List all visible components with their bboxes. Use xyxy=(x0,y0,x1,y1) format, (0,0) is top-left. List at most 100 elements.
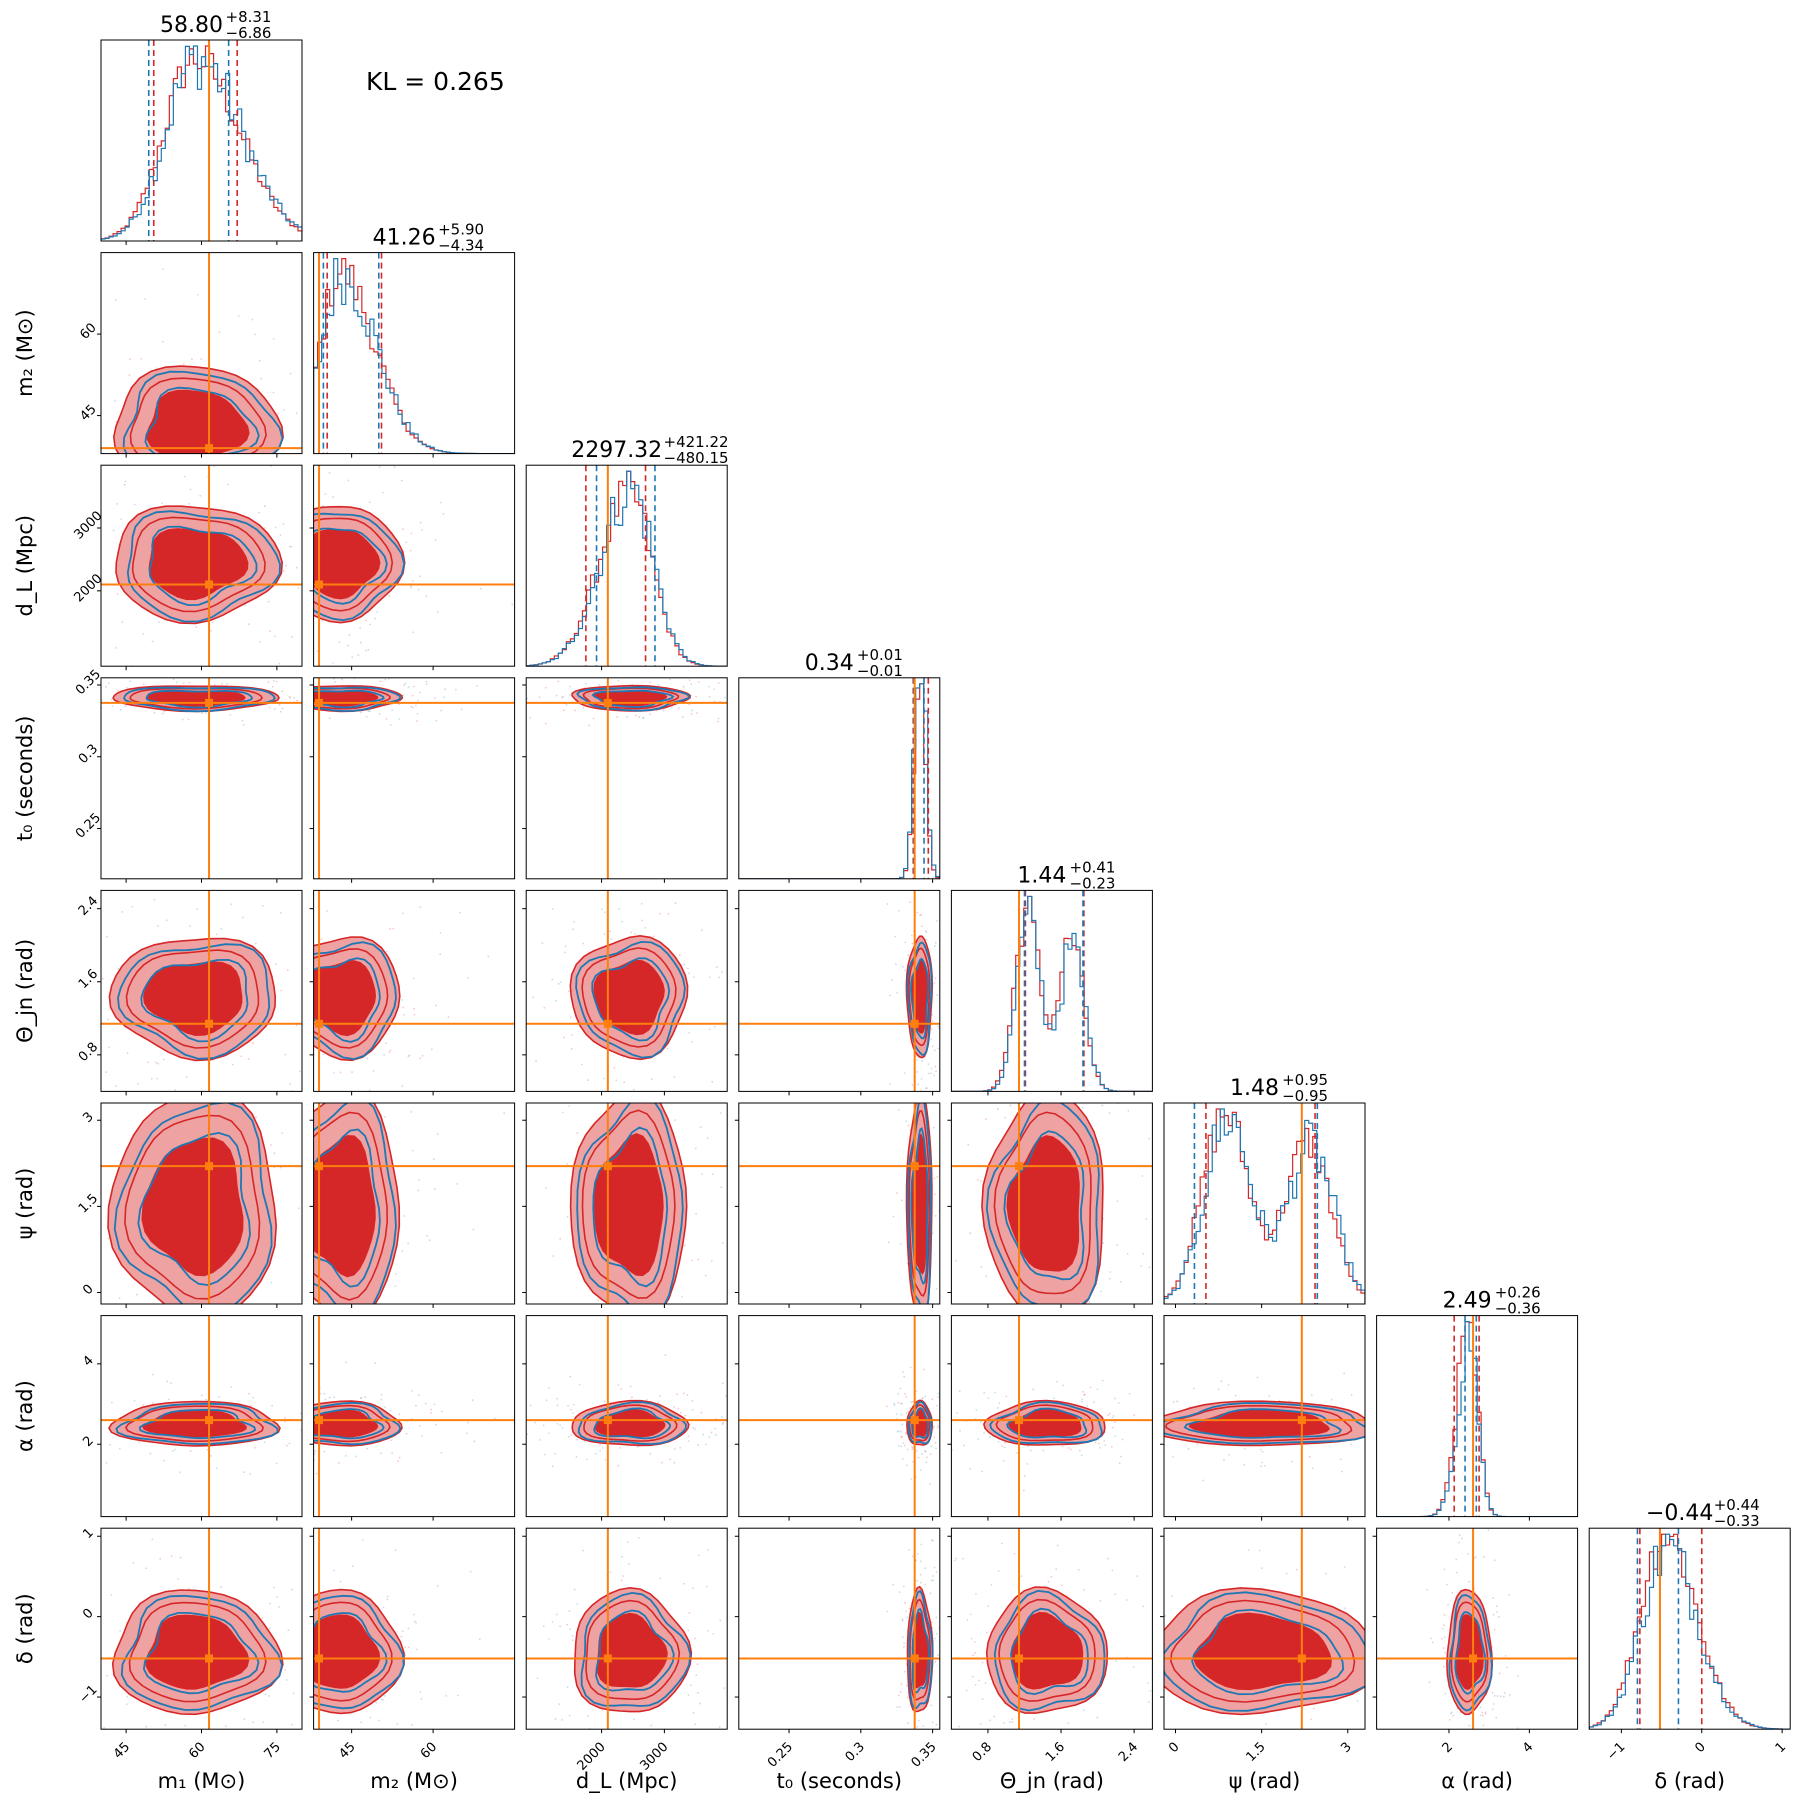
sample-point xyxy=(305,609,307,611)
sample-point xyxy=(305,709,307,711)
sample-point xyxy=(572,928,575,931)
sample-point xyxy=(327,1310,329,1312)
y-axis-label-7: δ (rad) xyxy=(13,1593,37,1664)
sample-point xyxy=(658,912,661,915)
sample-point xyxy=(264,685,266,687)
sample-point xyxy=(415,1648,418,1651)
sample-point xyxy=(170,1555,173,1558)
sample-point xyxy=(969,1232,972,1235)
sample-point xyxy=(31,1465,33,1467)
sample-point xyxy=(916,1095,918,1097)
sample-point xyxy=(489,931,491,933)
sample-point xyxy=(404,682,407,685)
sample-point xyxy=(1070,1740,1072,1742)
panel-6-3 xyxy=(738,1315,941,1518)
sample-point xyxy=(679,1446,682,1449)
sample-point xyxy=(576,1602,579,1605)
sample-point xyxy=(921,1311,923,1313)
sample-point xyxy=(224,1725,227,1727)
sample-point xyxy=(378,466,381,468)
sample-point xyxy=(936,1175,939,1178)
sample-point xyxy=(554,1347,556,1349)
sample-point xyxy=(895,963,897,966)
sample-point xyxy=(1455,1558,1458,1561)
sample-point xyxy=(987,1397,990,1400)
sample-point xyxy=(476,685,478,687)
sample-point xyxy=(1380,1417,1382,1419)
sample-point xyxy=(289,372,292,375)
sample-point xyxy=(137,1082,139,1085)
sample-point xyxy=(436,611,439,613)
sample-point xyxy=(916,1725,919,1728)
sample-point xyxy=(138,1441,141,1444)
sample-point xyxy=(1482,1714,1484,1717)
x-tick-label: 1 xyxy=(1773,1740,1789,1756)
sample-point xyxy=(564,951,566,954)
sample-point xyxy=(276,691,278,693)
contour-blue-inner xyxy=(593,1407,671,1440)
sample-point xyxy=(299,1070,301,1073)
sample-point xyxy=(649,681,652,684)
sample-point xyxy=(902,1646,905,1648)
sample-point xyxy=(314,1450,317,1452)
sample-point xyxy=(403,684,405,687)
sample-point xyxy=(922,1388,924,1390)
sample-point xyxy=(430,1408,433,1411)
sample-point xyxy=(1101,1379,1104,1382)
sample-point xyxy=(280,989,283,992)
sample-point xyxy=(288,1442,291,1445)
sample-point xyxy=(649,671,651,673)
sample-point xyxy=(893,1402,895,1405)
sample-point xyxy=(181,477,183,479)
x-tick-label: 0 xyxy=(1692,1740,1708,1756)
sample-point xyxy=(767,711,769,713)
sample-point xyxy=(13,1541,15,1543)
sample-point xyxy=(95,963,97,965)
sample-point xyxy=(424,1402,427,1405)
sample-point xyxy=(1431,1641,1434,1644)
sample-point xyxy=(996,962,998,964)
sample-point xyxy=(90,890,92,892)
sample-point xyxy=(1044,1321,1046,1323)
sample-point xyxy=(252,1042,255,1045)
sample-point xyxy=(278,662,281,665)
sample-point xyxy=(420,1697,423,1700)
sample-point xyxy=(708,1028,711,1031)
sample-point xyxy=(184,1724,187,1727)
sample-point xyxy=(584,682,587,685)
panel-7-3 xyxy=(738,1509,945,1730)
sample-point xyxy=(925,931,928,934)
sample-point xyxy=(1131,1730,1133,1732)
sample-point xyxy=(1149,1690,1152,1692)
sample-point xyxy=(365,619,367,622)
sample-point xyxy=(617,679,620,682)
sample-point xyxy=(569,685,572,688)
sample-point xyxy=(461,679,463,681)
sample-point xyxy=(1056,1380,1058,1383)
sample-point xyxy=(219,714,221,716)
sample-point xyxy=(708,976,711,979)
sample-point xyxy=(1378,1420,1380,1422)
sample-point xyxy=(210,1455,212,1457)
sample-point xyxy=(231,1063,234,1066)
sample-point xyxy=(174,1089,177,1091)
sample-point xyxy=(547,1638,550,1640)
sample-point xyxy=(963,1444,966,1447)
sample-point xyxy=(700,1173,703,1175)
sample-point xyxy=(1109,1271,1112,1273)
y-axis-label-1: m₂ (M⊙) xyxy=(13,309,37,397)
contour-red-mid xyxy=(129,687,263,710)
sample-point xyxy=(897,1392,900,1395)
sample-point xyxy=(943,1655,945,1657)
sample-point xyxy=(400,1610,402,1612)
contour-blue-inner xyxy=(313,1408,385,1440)
sample-point xyxy=(221,682,223,685)
sample-point xyxy=(897,1401,900,1404)
sample-point xyxy=(620,1338,622,1340)
sample-point xyxy=(936,1426,939,1429)
sample-point xyxy=(82,574,84,576)
sample-point xyxy=(929,1509,931,1511)
sample-point xyxy=(916,1071,918,1073)
truth-marker xyxy=(603,698,612,707)
sample-point xyxy=(1126,1252,1129,1255)
